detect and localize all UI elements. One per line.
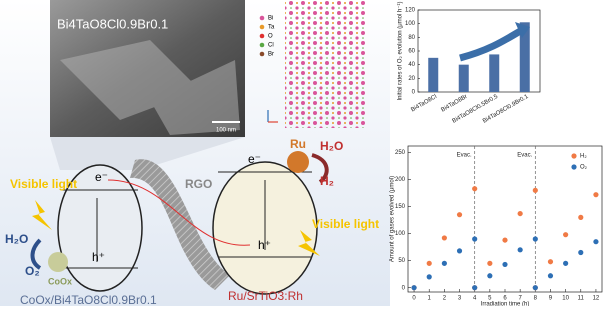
y-tick-label: 150 — [395, 204, 406, 210]
bar — [489, 54, 499, 92]
coox-particle — [48, 252, 68, 272]
data-point — [563, 261, 568, 266]
y-tick-label: 50 — [398, 258, 405, 264]
legend-label: H₂ — [580, 154, 587, 160]
photocatalyst-label: CoOx/Bi4TaO8Cl0.9Br0.1 — [20, 293, 157, 306]
data-point — [593, 192, 598, 197]
y-tick-label: 60 — [408, 49, 415, 55]
data-point — [457, 212, 462, 217]
bar — [459, 65, 469, 92]
data-point — [518, 211, 523, 216]
y-axis-title: Initial rates of O₂ evolution (μmol h⁻¹) — [398, 2, 404, 101]
atom-label: Cl — [268, 43, 274, 49]
x-tick-label: 4 — [473, 296, 477, 302]
data-point — [593, 239, 598, 244]
data-point — [487, 273, 492, 278]
data-point — [533, 188, 538, 193]
atom-swatch — [260, 34, 265, 39]
data-point — [472, 186, 477, 191]
water-label: H₂O — [5, 232, 28, 246]
data-point — [548, 273, 553, 278]
crystal-structure — [285, 0, 365, 128]
x-tick-label: Bi4TaO8Br — [440, 94, 468, 114]
visible-light-label: Visible light — [10, 177, 77, 191]
hydrogen-label: H₂ — [320, 174, 334, 188]
y-tick-label: 100 — [405, 21, 416, 27]
y-tick-label: 40 — [408, 62, 415, 68]
x-tick-label: 10 — [562, 296, 569, 302]
data-point — [578, 215, 583, 220]
data-point — [548, 259, 553, 264]
x-tick-label: 1 — [428, 296, 432, 302]
y-tick-label: 0 — [412, 90, 416, 96]
data-point — [457, 248, 462, 253]
ru-label: Ru — [290, 137, 306, 151]
electron-label: e⁻ — [95, 170, 108, 184]
data-point — [472, 285, 477, 290]
data-point — [502, 237, 507, 242]
x-tick-label: 3 — [458, 296, 462, 302]
data-point — [502, 262, 507, 267]
hole-label: h⁺ — [258, 238, 271, 252]
sem-label: Bi4TaO8Cl0.9Br0.1 — [57, 16, 168, 31]
data-point — [427, 274, 432, 279]
rgo-label: RGO — [185, 177, 212, 191]
data-point — [487, 261, 492, 266]
y-tick-label: 200 — [395, 177, 406, 183]
data-point — [442, 261, 447, 266]
data-point — [518, 247, 523, 252]
data-point — [472, 236, 477, 241]
trend-arrow — [460, 30, 522, 58]
atom-label: Ta — [268, 25, 275, 31]
y-axis-title: Amount of gases evolved (μmol) — [390, 176, 396, 262]
figure: Bi4TaO8Cl0.9Br0.1 100 nm Bi Ta O Cl Br Visib… — [0, 0, 608, 306]
annotation: Evac. — [457, 153, 472, 159]
atom-swatch — [260, 16, 265, 21]
atom-label: Bi — [268, 16, 273, 22]
x-axis-title: Irradiation time (h) — [481, 302, 530, 306]
data-point — [411, 285, 416, 290]
bar — [428, 58, 438, 92]
legend-label: O₂ — [580, 165, 588, 171]
water-label: H₂O — [320, 139, 343, 153]
y-tick-label: 250 — [395, 150, 406, 156]
atom-swatch — [260, 52, 265, 57]
coox-label: CoOx — [48, 276, 72, 286]
data-point — [533, 236, 538, 241]
legend-swatch — [571, 164, 576, 169]
ru-particle — [287, 151, 309, 173]
y-tick-label: 0 — [402, 285, 406, 291]
x-tick-label: 11 — [578, 296, 585, 302]
y-tick-label: 100 — [395, 231, 406, 237]
x-tick-label: 0 — [412, 296, 416, 302]
x-tick-label: 8 — [534, 296, 538, 302]
photocatalyst-label: Ru/SrTiO3:Rh — [228, 289, 303, 303]
y-tick-label: 80 — [408, 35, 415, 41]
atom-swatch — [260, 43, 265, 48]
data-point — [563, 232, 568, 237]
data-point — [427, 261, 432, 266]
x-tick-label: Bi4TaO8Cl — [410, 94, 438, 114]
oxygen-label: O₂ — [25, 264, 40, 278]
legend-swatch — [571, 153, 576, 158]
atom-swatch — [260, 25, 265, 30]
hole-label: h⁺ — [92, 250, 105, 264]
y-tick-label: 20 — [408, 76, 415, 82]
scale-label: 100 nm — [216, 128, 236, 134]
atom-label: O — [268, 34, 273, 40]
x-tick-label: 2 — [443, 296, 447, 302]
data-point — [578, 250, 583, 255]
x-tick-label: 9 — [549, 296, 553, 302]
y-tick-label: 120 — [405, 8, 416, 14]
electron-label: e⁻ — [248, 152, 261, 166]
annotation: Evac. — [517, 153, 532, 159]
visible-light-label: Visible light — [312, 217, 379, 231]
data-point — [533, 285, 538, 290]
atom-label: Br — [268, 52, 274, 58]
x-tick-label: 12 — [593, 296, 600, 302]
data-point — [442, 235, 447, 240]
